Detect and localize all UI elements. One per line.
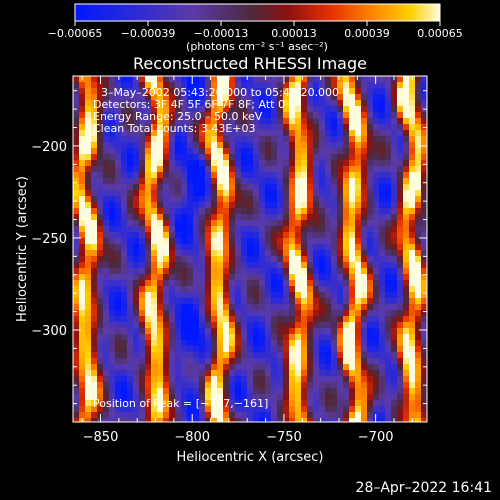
annotation-detectors: Detectors: 3F 4F 5F 6F 7F 8F; Att 0 xyxy=(93,98,285,111)
colorbar-tick-label: 0.00013 xyxy=(271,27,317,40)
y-axis: −200 −250 −300 xyxy=(31,90,427,405)
annotation-peak-position: Position of Peak = [−737,−161] xyxy=(93,397,268,410)
chart-title: Reconstructed RHESSI Image xyxy=(133,54,367,73)
annotation-energy: Energy Range: 25.0 – 50.0 keV xyxy=(93,110,263,123)
y-tick-label: −200 xyxy=(31,140,67,155)
y-tick-label: −250 xyxy=(31,232,67,247)
heatmap-image xyxy=(73,76,427,422)
y-axis-label: Heliocentric Y (arcsec) xyxy=(15,176,30,322)
colorbar-tick-label: 0.00039 xyxy=(344,27,390,40)
colorbar-tick-label: −0.00013 xyxy=(194,27,249,40)
colorbar-tick-label: −0.00065 xyxy=(48,27,103,40)
x-axis-label: Heliocentric X (arcsec) xyxy=(177,450,324,465)
x-tick-label: −750 xyxy=(266,430,302,445)
x-axis: −850 −800 −750 −700 xyxy=(81,76,413,445)
x-tick-label: −800 xyxy=(174,430,210,445)
x-tick-label: −700 xyxy=(358,430,394,445)
x-tick-label: −850 xyxy=(83,430,119,445)
colorbar xyxy=(74,3,441,22)
annotation-time-range: 3–May–2002 05:43:20.000 to 05:45:20.000 xyxy=(101,86,339,99)
y-tick-label: −300 xyxy=(31,324,67,339)
timestamp: 28–Apr–2022 16:41 xyxy=(355,480,492,496)
colorbar-ticks: −0.00065 −0.00039 −0.00013 0.00013 0.00039 0.… xyxy=(48,21,463,40)
annotation-clean: Clean Total counts: 3.43E+03 xyxy=(93,122,256,135)
colorbar-tick-label: −0.00039 xyxy=(121,27,176,40)
colorbar-unit-label: (photons cm⁻² s⁻¹ asec⁻²) xyxy=(186,40,328,53)
plot-frame xyxy=(72,75,428,423)
colorbar-tick-label: 0.00065 xyxy=(417,27,463,40)
